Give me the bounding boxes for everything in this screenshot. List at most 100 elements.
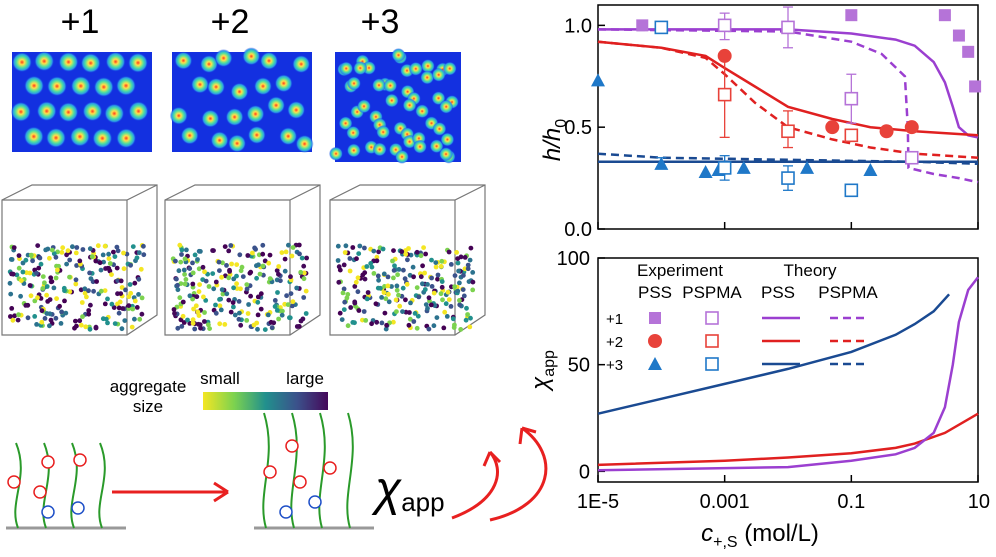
bead: [448, 262, 454, 267]
bead: [301, 270, 307, 276]
bead: [23, 303, 29, 308]
bead: [51, 251, 57, 257]
density-map-1: [10, 51, 152, 152]
density-blob: [80, 53, 101, 74]
bead: [87, 246, 93, 252]
density-blob: [372, 78, 386, 93]
bead: [35, 295, 40, 301]
polymer-chain: [42, 442, 50, 529]
cation-marker: [293, 475, 307, 489]
bead: [394, 283, 400, 289]
bead: [109, 272, 114, 277]
bead: [464, 305, 469, 311]
bead: [79, 300, 85, 305]
bead: [226, 248, 232, 254]
bead: [289, 303, 295, 309]
data-point: [636, 19, 649, 32]
bead: [357, 243, 363, 249]
bead: [415, 313, 421, 319]
bead: [468, 245, 474, 251]
bead: [175, 287, 181, 293]
bead: [236, 316, 242, 322]
density-blob: [191, 75, 209, 94]
bead: [389, 284, 394, 289]
theory-line: [597, 152, 979, 166]
bead: [47, 323, 52, 329]
bead: [32, 298, 38, 304]
bead: [218, 307, 224, 313]
bead: [365, 290, 371, 295]
legend-row-label: +2: [606, 334, 623, 351]
valence-label-1: +1: [61, 3, 100, 41]
legend-col-pspma: PSPMA: [682, 283, 742, 302]
bead: [350, 320, 356, 325]
bead: [139, 295, 145, 301]
bead: [64, 261, 69, 267]
bead: [177, 295, 183, 301]
bead: [55, 267, 60, 273]
bead: [303, 311, 309, 316]
bead: [383, 326, 389, 332]
bead: [355, 275, 361, 281]
density-blob: [180, 126, 199, 145]
bead: [237, 310, 242, 316]
density-blob: [116, 128, 137, 149]
density-blob: [339, 61, 354, 76]
bead: [121, 250, 126, 256]
bead: [452, 284, 457, 290]
bead: [255, 299, 261, 305]
bead: [248, 293, 254, 299]
bead: [446, 249, 452, 255]
bead: [11, 245, 17, 251]
bead: [196, 266, 202, 272]
bead: [213, 310, 219, 316]
density-blob: [246, 105, 265, 123]
bead: [352, 284, 358, 289]
bead: [282, 268, 288, 274]
bead: [196, 313, 202, 318]
density-blob: [346, 125, 361, 140]
density-blob: [439, 147, 453, 162]
bead: [37, 255, 43, 261]
data-point: [781, 124, 795, 139]
bead: [280, 308, 285, 314]
bead: [467, 324, 473, 330]
bead: [418, 253, 424, 259]
box-edge: [330, 184, 486, 335]
bead: [134, 305, 140, 310]
bead: [278, 278, 283, 284]
density-blob: [201, 109, 220, 128]
data-point: [845, 9, 858, 22]
bead: [224, 291, 230, 297]
polymer-chain: [98, 442, 106, 529]
bead: [468, 315, 473, 321]
bead: [217, 321, 223, 327]
bead: [102, 243, 108, 249]
bead: [174, 276, 179, 282]
data-point: [698, 164, 713, 178]
bead: [341, 286, 347, 292]
bead: [238, 286, 243, 292]
bead: [418, 274, 424, 280]
bead: [229, 261, 235, 267]
bead: [136, 276, 142, 282]
bead: [405, 257, 410, 263]
legend-marker-pss: [648, 357, 662, 370]
bead: [109, 301, 115, 307]
bead: [290, 245, 296, 250]
bottom-chart-xlabel: c+,S (mol/L): [701, 520, 819, 551]
bead: [28, 293, 34, 299]
bead: [299, 255, 305, 261]
bead: [32, 314, 38, 319]
bead: [182, 272, 188, 277]
bead: [356, 251, 362, 256]
bead: [190, 270, 196, 276]
bead: [254, 275, 259, 281]
bead: [279, 250, 285, 256]
bead: [194, 294, 200, 300]
bead: [123, 287, 128, 293]
bead: [198, 325, 203, 331]
bead: [301, 276, 307, 282]
bead: [423, 302, 429, 307]
